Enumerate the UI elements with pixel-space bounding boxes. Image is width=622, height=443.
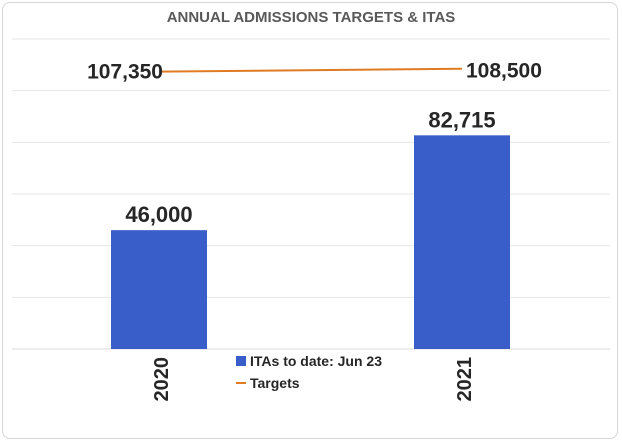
legend-item-targets: Targets bbox=[236, 372, 382, 394]
target-label-2021: 108,500 bbox=[466, 60, 542, 83]
legend-item-itas: ITAs to date: Jun 23 bbox=[236, 350, 382, 372]
legend-label-targets: Targets bbox=[250, 375, 300, 391]
x-axis-ticks: 2020 2021 bbox=[151, 357, 476, 402]
data-labels: 46,000 82,715 107,350 108,500 bbox=[87, 60, 542, 227]
legend: ITAs to date: Jun 23 Targets bbox=[236, 350, 382, 394]
bar-series bbox=[111, 135, 510, 349]
gridlines bbox=[12, 38, 610, 350]
legend-label-itas: ITAs to date: Jun 23 bbox=[250, 353, 382, 369]
bar-2020 bbox=[111, 230, 207, 349]
targets-line bbox=[158, 67, 463, 73]
legend-bar-swatch bbox=[236, 356, 246, 366]
legend-line-swatch bbox=[236, 382, 246, 384]
target-label-2020: 107,350 bbox=[87, 61, 163, 84]
chart-frame bbox=[2, 2, 618, 439]
x-tick-2020: 2020 bbox=[151, 357, 173, 402]
bar-2021 bbox=[414, 135, 510, 349]
bar-value-label-2021: 82,715 bbox=[428, 107, 495, 132]
x-tick-2021: 2021 bbox=[454, 357, 476, 402]
bar-value-label-2020: 46,000 bbox=[125, 202, 192, 227]
chart-title: ANNUAL ADMISSIONS TARGETS & ITAS bbox=[166, 9, 456, 26]
target-series bbox=[158, 67, 463, 73]
